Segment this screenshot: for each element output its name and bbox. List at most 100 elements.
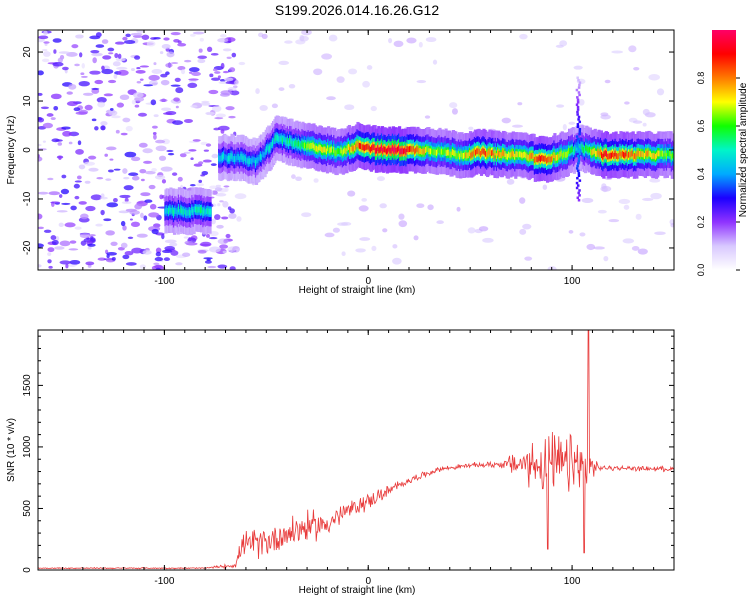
- noise-blob: [151, 228, 159, 235]
- noise-blob: [155, 139, 166, 144]
- noise-blob: [217, 238, 229, 245]
- ridge-cell: [208, 208, 212, 215]
- noise-blob: [104, 153, 108, 157]
- noise-blob: [38, 226, 44, 230]
- noise-blob: [188, 67, 200, 73]
- noise-blob: [393, 40, 404, 48]
- noise-blob: [164, 246, 176, 251]
- noise-blob: [313, 68, 323, 76]
- noise-blob: [50, 201, 61, 204]
- noise-blob: [68, 83, 77, 90]
- noise-blob: [261, 33, 268, 40]
- noise-blob: [211, 153, 219, 159]
- noise-blob: [97, 101, 106, 108]
- noise-blob: [68, 141, 73, 145]
- noise-blob: [75, 34, 84, 39]
- noise-blob: [188, 71, 193, 74]
- spike-cell: [577, 172, 581, 175]
- noise-blob: [91, 118, 97, 122]
- noise-blob: [148, 184, 156, 190]
- noise-blob: [188, 78, 199, 81]
- noise-blob: [135, 69, 146, 74]
- noise-blob: [95, 32, 102, 38]
- spike-cell: [575, 167, 579, 170]
- noise-blob: [110, 241, 118, 246]
- noise-blob: [117, 53, 122, 59]
- noise-blob: [328, 34, 338, 42]
- noise-blob: [68, 248, 79, 251]
- snr-xlabel: Height of straight line (km): [299, 585, 416, 596]
- noise-blob: [284, 40, 293, 44]
- noise-blob: [648, 74, 660, 81]
- noise-blob: [151, 82, 158, 85]
- colorbar-tick-label: 0.2: [696, 216, 706, 229]
- noise-blob: [418, 41, 423, 48]
- noise-blob: [119, 94, 130, 101]
- noise-blob: [120, 242, 128, 249]
- noise-blob: [177, 43, 187, 47]
- noise-blob: [140, 178, 145, 182]
- noise-blob: [151, 69, 163, 74]
- noise-blob: [170, 62, 179, 65]
- noise-blob: [210, 77, 221, 81]
- noise-blob: [222, 201, 229, 208]
- noise-blob: [85, 205, 96, 212]
- noise-blob: [150, 99, 157, 106]
- x-tick-label: 100: [564, 276, 581, 287]
- noise-blob: [54, 246, 65, 250]
- colorbar-tick-label: 0.6: [696, 120, 706, 133]
- noise-blob: [562, 123, 567, 131]
- noise-blob: [66, 101, 78, 107]
- noise-blob: [336, 76, 345, 83]
- noise-blob: [197, 250, 207, 254]
- noise-blob: [220, 90, 233, 96]
- noise-blob: [165, 63, 173, 68]
- noise-blob: [650, 192, 662, 200]
- noise-blob: [172, 120, 184, 125]
- noise-blob: [177, 40, 182, 44]
- noise-blob: [190, 157, 194, 160]
- noise-blob: [105, 146, 117, 151]
- noise-blob: [94, 79, 104, 85]
- noise-blob: [642, 197, 654, 201]
- noise-blob: [190, 104, 198, 108]
- colorbar-tick-label: 0.8: [696, 72, 706, 85]
- noise-blob: [210, 163, 217, 167]
- noise-blob: [143, 215, 148, 221]
- spike-cell: [575, 88, 579, 92]
- snr-ylabel: SNR (10 * v/v): [6, 418, 17, 482]
- noise-blob: [228, 67, 236, 73]
- noise-blob: [87, 155, 97, 160]
- noise-blob: [78, 80, 90, 87]
- noise-blob: [166, 51, 175, 58]
- noise-blob: [122, 168, 128, 174]
- noise-blob: [191, 71, 201, 77]
- spike-cell: [577, 147, 580, 151]
- noise-blob: [69, 240, 77, 244]
- noise-blob: [125, 208, 137, 212]
- spike-cell: [576, 96, 579, 99]
- spike-cell: [576, 123, 580, 126]
- noise-blob: [57, 142, 62, 146]
- noise-blob: [96, 177, 104, 180]
- noise-blob: [134, 97, 145, 102]
- noise-blob: [136, 233, 148, 238]
- spike-cell: [576, 108, 580, 111]
- colorbar-scale: [712, 30, 736, 270]
- noise-blob: [222, 250, 227, 254]
- noise-blob: [128, 172, 139, 177]
- noise-blob: [154, 256, 163, 262]
- noise-blob: [115, 129, 120, 134]
- noise-blob: [208, 89, 219, 95]
- noise-blob: [506, 178, 515, 185]
- noise-blob: [59, 194, 63, 198]
- noise-blob: [79, 233, 91, 239]
- noise-blob: [341, 251, 346, 257]
- noise-blob: [200, 241, 212, 247]
- noise-blob: [125, 262, 137, 266]
- noise-blob: [649, 178, 661, 183]
- noise-blob: [593, 246, 605, 250]
- noise-blob: [55, 139, 63, 142]
- noise-blob: [221, 216, 229, 220]
